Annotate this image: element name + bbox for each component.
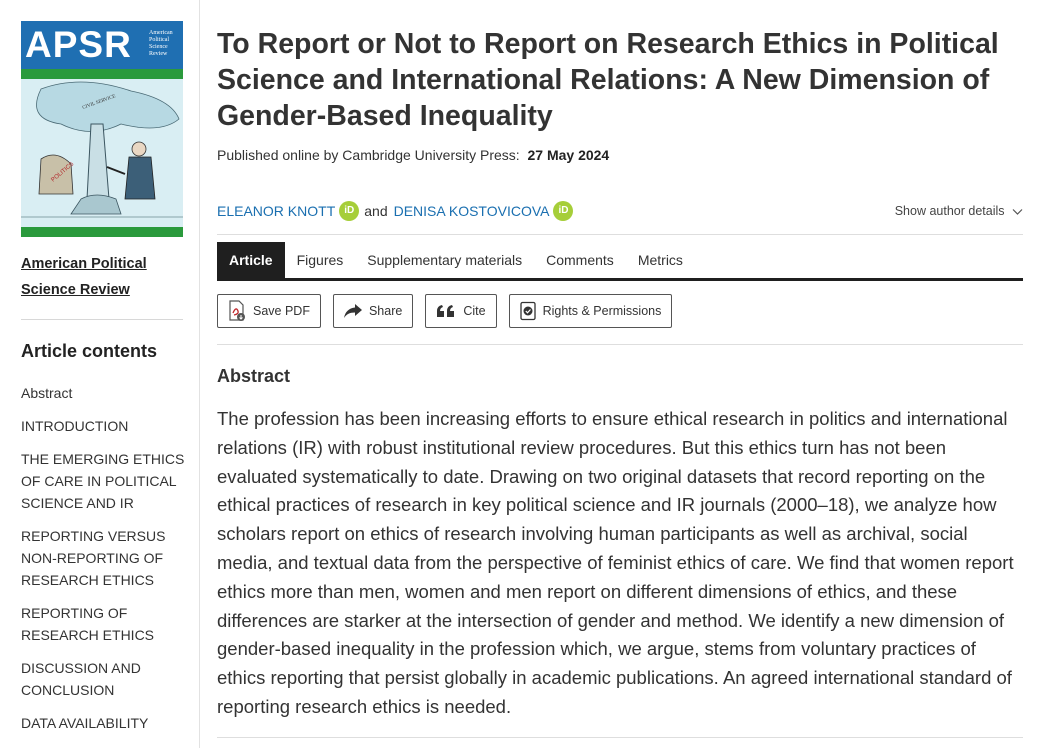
cover-logo: APSR: [25, 24, 132, 65]
permissions-icon: [519, 301, 537, 321]
article-tabs: Article Figures Supplementary materials …: [217, 242, 1023, 278]
author-conjunction: and: [364, 203, 388, 219]
cite-button[interactable]: Cite: [425, 294, 497, 328]
divider: [217, 234, 1023, 235]
author-list: ELEANOR KNOTT iD and DENISA KOSTOVICOVA …: [217, 201, 578, 221]
divider: [217, 737, 1023, 738]
journal-name-link[interactable]: American Political Science Review: [21, 256, 147, 298]
publication-info: Published online by Cambridge University…: [217, 147, 609, 163]
divider: [217, 344, 1023, 345]
tab-metrics[interactable]: Metrics: [637, 252, 683, 268]
author-link-kostovicova[interactable]: DENISA KOSTOVICOVA: [393, 203, 550, 219]
journal-cover-image[interactable]: APSR American Political Science Review P…: [21, 21, 183, 237]
article-contents-heading: Article contents: [21, 341, 158, 361]
contents-item-reporting-versus[interactable]: REPORTING VERSUS NON-REPORTING OF RESEAR…: [21, 528, 166, 588]
cite-label: Cite: [463, 304, 486, 318]
chevron-down-icon: [1012, 208, 1023, 215]
contents-item-discussion[interactable]: DISCUSSION AND CONCLUSION: [21, 660, 141, 698]
cover-footer: [21, 227, 183, 237]
tab-comments[interactable]: Comments: [546, 252, 614, 268]
pdf-icon: [227, 300, 247, 322]
share-icon: [343, 303, 363, 319]
share-label: Share: [368, 304, 403, 318]
contents-item-reporting-of[interactable]: REPORTING OF RESEARCH ETHICS: [21, 605, 155, 643]
tab-article[interactable]: Article: [217, 242, 285, 278]
save-pdf-button[interactable]: Save PDF: [217, 294, 321, 328]
published-date: 27 May 2024: [527, 147, 610, 163]
rights-permissions-label: Rights & Permissions: [542, 304, 662, 318]
tab-figures[interactable]: Figures: [296, 252, 344, 268]
cover-subtitle: American Political Science Review: [149, 30, 173, 57]
cover-illustration: POLITICS CIVIL SERVICE: [21, 79, 183, 227]
cover-band: [21, 69, 183, 79]
article-contents-list: Abstract INTRODUCTION THE EMERGING ETHIC…: [21, 382, 191, 745]
article-toolbar: Save PDF Share Cite Rights & Permissions: [217, 294, 684, 328]
sidebar-divider: [21, 319, 183, 320]
sidebar: APSR American Political Science Review P…: [0, 0, 200, 748]
orcid-icon[interactable]: iD: [553, 201, 574, 221]
rights-permissions-button[interactable]: Rights & Permissions: [508, 294, 673, 328]
published-label: Published online by Cambridge University…: [217, 147, 520, 163]
contents-item-abstract[interactable]: Abstract: [21, 385, 73, 401]
contents-item-emerging-ethics[interactable]: THE EMERGING ETHICS OF CARE IN POLITICAL…: [21, 451, 185, 511]
share-button[interactable]: Share: [332, 294, 414, 328]
article-title: To Report or Not to Report on Research E…: [217, 28, 999, 132]
contents-item-introduction[interactable]: INTRODUCTION: [21, 418, 129, 434]
author-link-knott[interactable]: ELEANOR KNOTT: [217, 203, 336, 219]
orcid-icon[interactable]: iD: [339, 201, 360, 221]
tab-underline: [217, 278, 1023, 281]
show-author-details-button[interactable]: Show author details: [895, 204, 1023, 218]
abstract-heading: Abstract: [217, 366, 291, 386]
contents-item-data-availability[interactable]: DATA AVAILABILITY: [21, 715, 149, 731]
show-author-details-label: Show author details: [894, 204, 1005, 218]
save-pdf-label: Save PDF: [253, 304, 310, 318]
quote-icon: [435, 304, 457, 318]
abstract-text: The profession has been increasing effor…: [217, 408, 1014, 717]
tab-supplementary-materials[interactable]: Supplementary materials: [367, 252, 523, 268]
cover-header: [21, 21, 183, 69]
